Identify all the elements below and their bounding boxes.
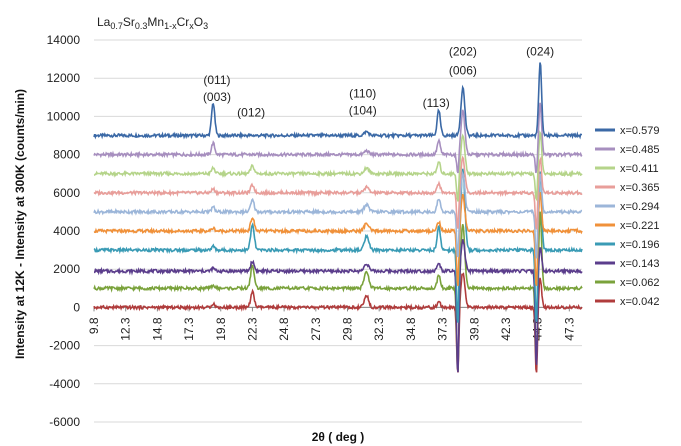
y-tick-label: 14000 <box>47 33 81 47</box>
x-tick-label: 19.8 <box>214 317 228 341</box>
legend-label: x=0.294 <box>620 201 659 213</box>
series-line <box>93 192 583 287</box>
legend-label: x=0.042 <box>620 296 659 308</box>
x-tick-label: 14.8 <box>150 317 164 341</box>
series-line <box>93 62 582 140</box>
x-tick-label: 17.3 <box>182 317 196 341</box>
x-tick-label: 9.8 <box>87 317 101 334</box>
y-tick-label: -4000 <box>49 377 80 391</box>
legend-label: x=0.579 <box>620 125 659 137</box>
legend-label: x=0.196 <box>620 239 659 251</box>
peak-annotation: (006) <box>449 63 477 77</box>
x-axis-ticks: 9.8 12.3 14.8 17.3 19.8 22.3 24.8 27.3 29.8 32.3 3… <box>87 307 576 341</box>
y-axis-label: Intensity at 12K - Intensity at 300K (co… <box>13 89 27 359</box>
peak-annotation: (011) <box>203 73 230 87</box>
x-tick-label: 24.8 <box>277 317 291 341</box>
y-tick-label: 0 <box>73 300 80 314</box>
series-line <box>93 102 583 174</box>
legend-label: x=0.062 <box>620 277 659 289</box>
y-tick-label: 8000 <box>53 148 80 162</box>
legend-label: x=0.411 <box>620 163 659 175</box>
legend-label: x=0.485 <box>620 144 659 156</box>
y-tick-label: 2000 <box>53 262 80 276</box>
series-line <box>93 239 583 373</box>
x-tick-label: 34.8 <box>404 317 418 341</box>
x-tick-label: 22.3 <box>245 317 259 341</box>
peak-annotation: (110) <box>349 86 376 100</box>
y-tick-label: 6000 <box>53 186 80 200</box>
legend: x=0.579 x=0.485 x=0.411 x=0.365 x=0.294 x=0.2… <box>595 125 659 308</box>
series-line <box>93 272 583 373</box>
legend-label: x=0.143 <box>620 258 659 270</box>
peak-annotation: (012) <box>237 105 265 119</box>
legend-label: x=0.221 <box>620 220 659 232</box>
y-tick-label: -6000 <box>49 415 80 429</box>
y-tick-label: 12000 <box>47 71 81 85</box>
x-tick-label: 12.3 <box>119 317 133 341</box>
x-axis-label: 2θ ( deg ) <box>312 430 365 444</box>
x-tick-label: 39.8 <box>467 317 481 341</box>
y-tick-label: -2000 <box>49 339 80 353</box>
peak-annotation: (202) <box>449 44 477 58</box>
peak-annotation: (113) <box>423 96 450 110</box>
series-line <box>93 168 583 323</box>
x-tick-label: 29.8 <box>341 317 355 341</box>
peak-annotations: (011) (003) (012) (110) (104) (113) (202) (006)… <box>203 44 554 119</box>
x-tick-label: 47.3 <box>562 317 576 341</box>
series-line <box>93 170 583 259</box>
series-line <box>93 130 583 202</box>
legend-label: x=0.365 <box>620 182 659 194</box>
chart-title: La0.7Sr0.3Mn1-xCrxO3 <box>97 15 208 31</box>
peak-annotation: (104) <box>349 103 377 117</box>
x-tick-label: 32.3 <box>372 317 386 341</box>
series-lines <box>93 62 583 373</box>
series-line <box>93 211 583 372</box>
y-tick-label: 10000 <box>47 109 81 123</box>
x-tick-label: 27.3 <box>309 317 323 341</box>
peak-annotation: (024) <box>526 44 554 58</box>
peak-annotation: (003) <box>203 90 231 104</box>
x-tick-label: 42.3 <box>499 317 513 341</box>
x-tick-label: 37.3 <box>436 317 450 341</box>
series-line <box>93 155 583 230</box>
y-tick-label: 4000 <box>53 224 80 238</box>
y-axis-ticks: -6000 -4000 -2000 0 2000 4000 6000 8000 10000 120… <box>47 33 81 429</box>
